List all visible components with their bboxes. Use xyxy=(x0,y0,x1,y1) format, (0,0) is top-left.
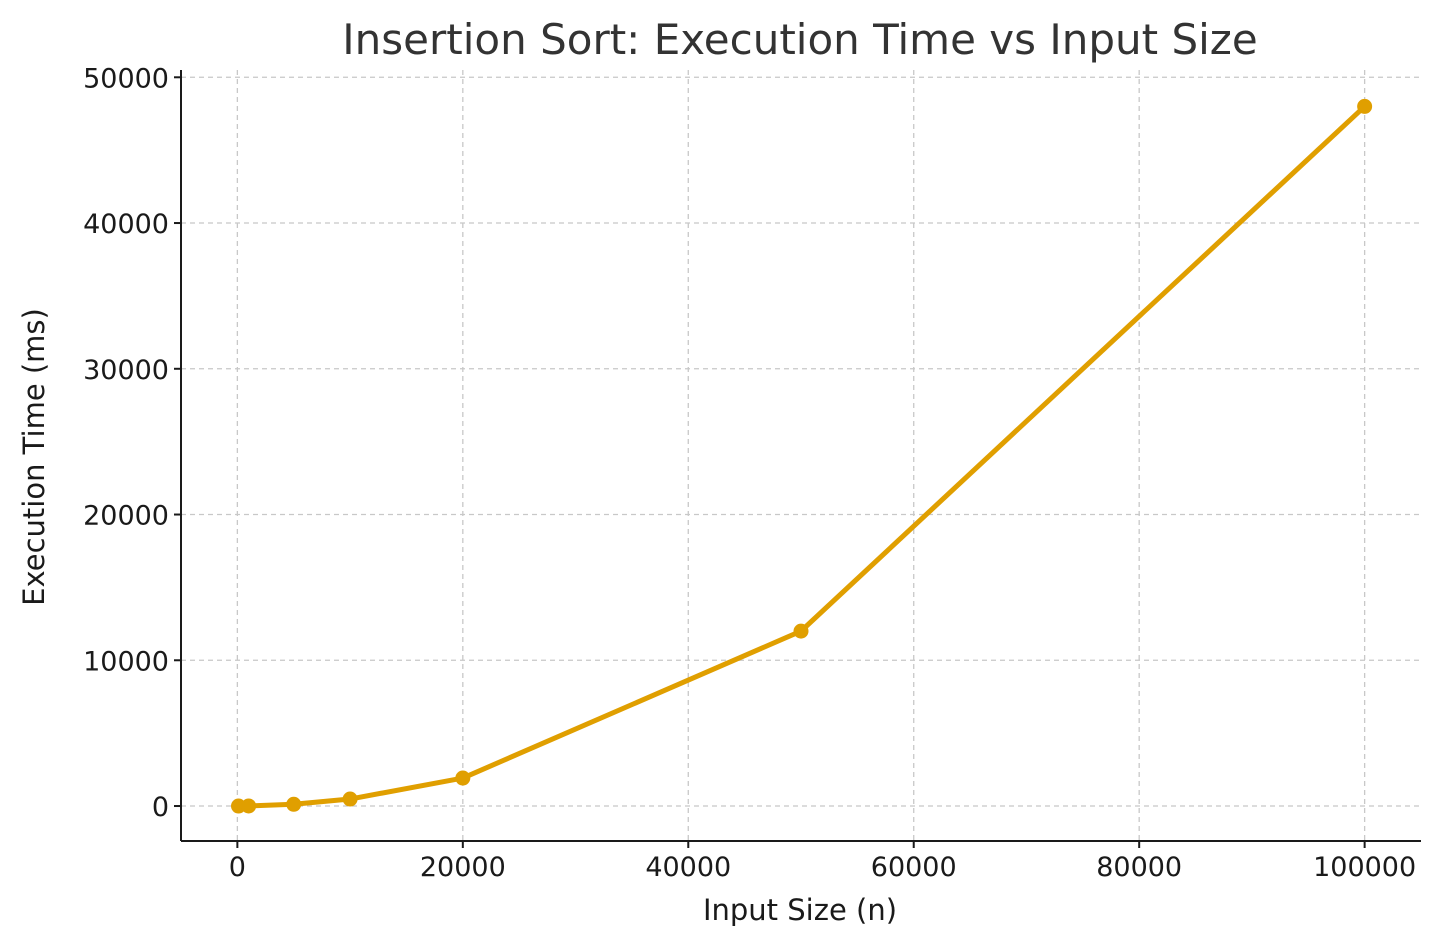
x-tick-label: 100000 xyxy=(1313,852,1416,883)
x-axis-label: Input Size (n) xyxy=(703,893,897,927)
axes xyxy=(180,70,1421,842)
data-point xyxy=(286,796,302,812)
data-point xyxy=(342,791,358,807)
y-tick-label: 50000 xyxy=(83,63,169,94)
x-tick-label: 60000 xyxy=(871,852,957,883)
chart-title: Insertion Sort: Execution Time vs Input … xyxy=(342,15,1257,64)
y-tick-label: 10000 xyxy=(83,646,169,677)
data-point xyxy=(1357,98,1373,114)
x-tick-label: 0 xyxy=(229,852,246,883)
y-axis-label: Execution Time (ms) xyxy=(17,308,51,606)
data-point xyxy=(793,623,809,639)
y-tick-label: 0 xyxy=(152,792,169,823)
y-tick-label: 40000 xyxy=(83,209,169,240)
data-point xyxy=(455,770,471,786)
x-tick-label: 20000 xyxy=(420,852,506,883)
series-group xyxy=(230,98,1373,814)
x-axis-ticks: 0 20000 40000 60000 80000 100000 xyxy=(229,841,1416,883)
y-tick-label: 30000 xyxy=(83,355,169,386)
series-line xyxy=(235,103,1368,809)
y-axis-ticks: 0 10000 20000 30000 40000 50000 xyxy=(83,63,181,823)
x-tick-label: 80000 xyxy=(1096,852,1182,883)
x-tick-label: 40000 xyxy=(645,852,731,883)
grid xyxy=(181,70,1421,841)
y-tick-label: 20000 xyxy=(83,501,169,532)
data-point xyxy=(241,798,257,814)
